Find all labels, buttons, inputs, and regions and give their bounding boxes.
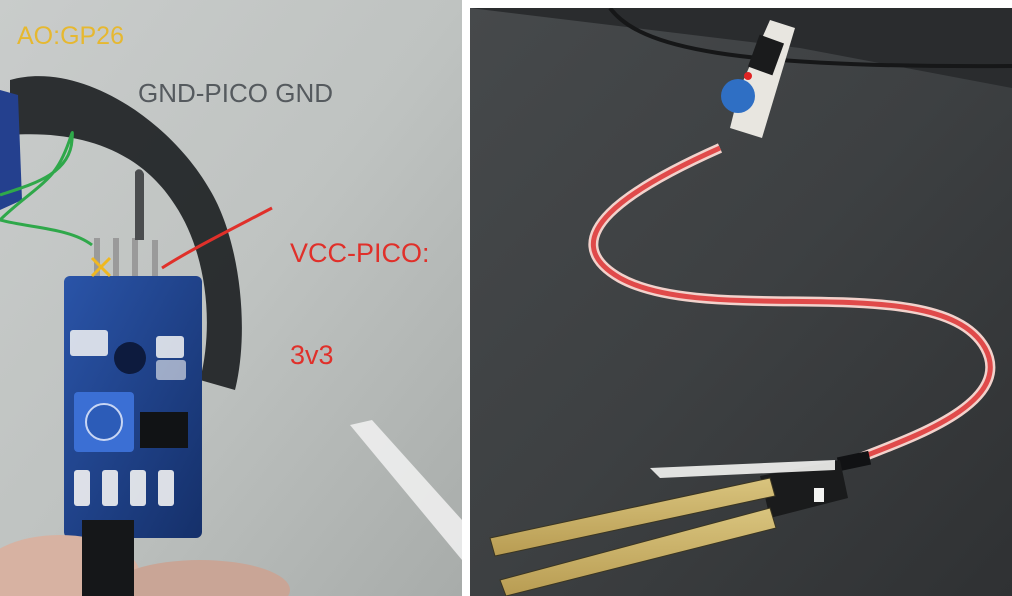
soil-probe-photo: [470, 8, 1012, 596]
vcc-annotation-line2: 3v3: [290, 340, 334, 370]
sensor-module-photo: [0, 0, 462, 596]
ao-pin-annotation: AO:GP26: [17, 22, 124, 50]
vcc-pin-annotation: VCC-PICO: 3v3: [290, 168, 430, 406]
soil-probe-illustration: [470, 8, 1012, 596]
sensor-module-illustration: [0, 0, 462, 596]
vcc-annotation-line1: VCC-PICO:: [290, 238, 430, 268]
gnd-pin-annotation: GND-PICO GND: [138, 78, 333, 108]
